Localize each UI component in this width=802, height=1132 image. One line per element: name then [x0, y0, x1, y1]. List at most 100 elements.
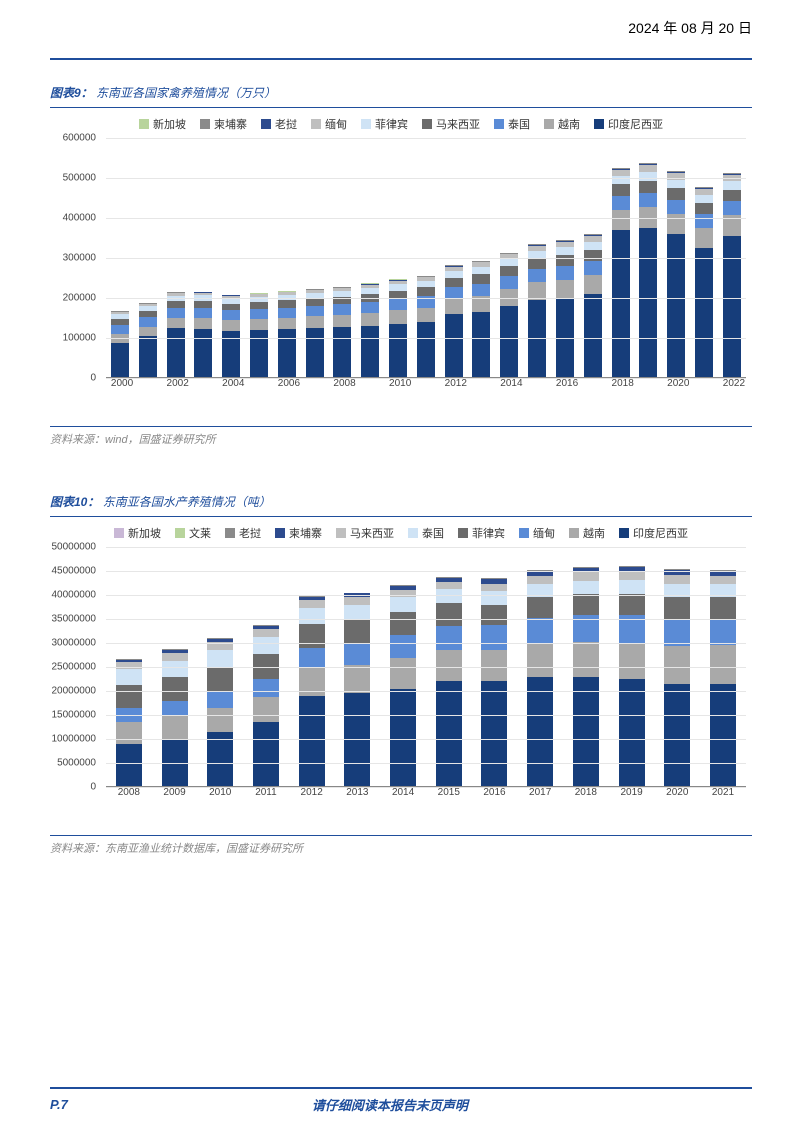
x-tick-label	[306, 378, 324, 389]
legend-swatch	[619, 528, 629, 538]
y-tick-label: 200000	[63, 292, 96, 303]
legend-item: 泰国	[408, 525, 444, 541]
bar-segment	[116, 722, 142, 744]
figure-9: 图表9： 东南亚各国家禽养殖情况（万只） 新加坡柬埔寨老挝缅甸菲律宾马来西亚泰国…	[50, 84, 752, 447]
bar-segment	[361, 302, 379, 313]
bar-segment	[664, 575, 690, 583]
header: 2024 年 08 月 20 日	[50, 0, 752, 54]
bar-segment	[639, 172, 657, 181]
legend-label: 老挝	[275, 116, 297, 132]
footer-rule	[50, 1087, 752, 1089]
bar	[389, 279, 407, 378]
y-tick-label: 500000	[63, 172, 96, 183]
bar	[167, 292, 185, 378]
bar	[472, 261, 490, 378]
legend-label: 越南	[558, 116, 580, 132]
bar-segment	[390, 597, 416, 611]
bar-segment	[222, 304, 240, 311]
bar-segment	[710, 684, 736, 787]
bar-segment	[710, 619, 736, 646]
legend-label: 新加坡	[128, 525, 161, 541]
bar-segment	[116, 685, 142, 708]
x-tick-label	[417, 378, 435, 389]
bar-segment	[344, 597, 370, 605]
bar-segment	[667, 234, 685, 378]
bar	[584, 234, 602, 378]
x-tick-label: 2008	[116, 787, 142, 798]
x-tick-label: 2021	[710, 787, 736, 798]
gridline	[106, 715, 746, 716]
bar-segment	[390, 658, 416, 688]
chart-10-yaxis: 0500000010000000150000002000000025000000…	[50, 547, 100, 787]
x-tick-label: 2020	[667, 378, 685, 389]
y-tick-label: 45000000	[52, 566, 97, 577]
x-tick-label	[361, 378, 379, 389]
bar	[664, 569, 690, 787]
bar-segment	[573, 581, 599, 594]
bar-segment	[344, 605, 370, 620]
footer-row: P.7 请仔细阅读本报告末页声明	[50, 1095, 752, 1114]
bar	[417, 276, 435, 378]
legend-item: 文莱	[175, 525, 211, 541]
bar-segment	[527, 643, 553, 677]
figure-9-label: 图表9：	[50, 86, 93, 100]
bar	[500, 253, 518, 378]
bar-segment	[445, 314, 463, 378]
legend-swatch	[175, 528, 185, 538]
bar-segment	[194, 308, 212, 319]
bar-segment	[639, 228, 657, 378]
gridline	[106, 178, 746, 179]
legend-label: 越南	[583, 525, 605, 541]
bar-segment	[481, 625, 507, 649]
x-tick-label: 2008	[333, 378, 351, 389]
gridline	[106, 691, 746, 692]
bar-segment	[111, 343, 129, 378]
legend-label: 菲律宾	[375, 116, 408, 132]
bar-segment	[556, 255, 574, 266]
bar-segment	[389, 299, 407, 310]
bar	[573, 567, 599, 787]
bar-segment	[436, 681, 462, 787]
figure-10-title: 图表10： 东南亚各国水产养殖情况（吨）	[50, 493, 752, 510]
bar-segment	[584, 294, 602, 378]
bar-segment	[556, 266, 574, 280]
bar-segment	[667, 200, 685, 214]
bar-segment	[436, 582, 462, 590]
bar-segment	[253, 629, 279, 638]
figure-9-source: 资料来源：wind，国盛证券研究所	[50, 426, 752, 447]
bar-segment	[361, 326, 379, 378]
bar-segment	[162, 716, 188, 739]
bar	[194, 292, 212, 378]
legend-label: 文莱	[189, 525, 211, 541]
legend-label: 印度尼西亚	[633, 525, 688, 541]
legend-swatch	[225, 528, 235, 538]
x-tick-label: 2019	[619, 787, 645, 798]
x-tick-label: 2014	[390, 787, 416, 798]
bar-segment	[361, 313, 379, 326]
bar	[333, 287, 351, 378]
bar	[250, 293, 268, 378]
legend-swatch	[114, 528, 124, 538]
bar-segment	[612, 230, 630, 378]
bar-segment	[481, 605, 507, 626]
legend-swatch	[200, 119, 210, 129]
bar-segment	[584, 275, 602, 294]
y-tick-label: 0	[90, 373, 96, 384]
bar-segment	[390, 689, 416, 787]
y-tick-label: 0	[90, 782, 96, 793]
bar-segment	[116, 669, 142, 684]
bar-segment	[619, 580, 645, 593]
figure-10-desc: 东南亚各国水产养殖情况（吨）	[103, 495, 271, 509]
x-tick-label: 2013	[344, 787, 370, 798]
figure-10-label: 图表10：	[50, 495, 99, 509]
bar-segment	[299, 624, 325, 648]
y-tick-label: 600000	[63, 133, 96, 144]
bar	[116, 659, 142, 787]
bar-segment	[207, 732, 233, 787]
page: 2024 年 08 月 20 日 图表9： 东南亚各国家禽养殖情况（万只） 新加…	[0, 0, 802, 1132]
x-tick-label: 2017	[527, 787, 553, 798]
bar-segment	[344, 665, 370, 694]
bar-segment	[306, 298, 324, 305]
legend-item: 马来西亚	[422, 116, 480, 132]
legend-item: 菲律宾	[361, 116, 408, 132]
